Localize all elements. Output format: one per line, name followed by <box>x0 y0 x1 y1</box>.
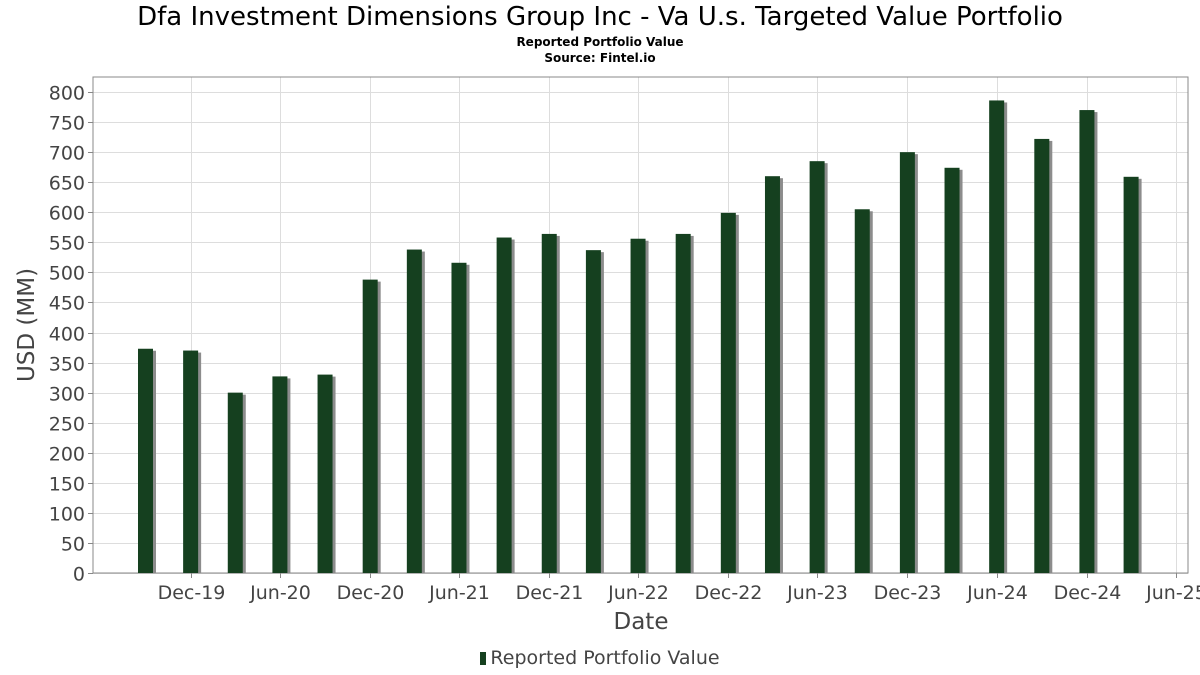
chart-subtitle: Reported Portfolio Value <box>516 35 684 49</box>
y-tick-label: 250 <box>49 414 85 436</box>
bar <box>809 161 825 574</box>
y-tick-label: 700 <box>49 143 85 165</box>
y-tick-label: 800 <box>49 83 85 105</box>
bar <box>183 350 199 573</box>
bar <box>764 176 780 573</box>
x-tick-label: Jun-24 <box>966 582 1028 604</box>
y-tick-label: 200 <box>49 444 85 466</box>
y-tick-label: 400 <box>49 324 85 346</box>
x-tick-label: Jun-23 <box>786 582 848 604</box>
bar <box>496 237 512 574</box>
bar <box>854 209 870 573</box>
x-tick-label: Dec-22 <box>695 582 763 604</box>
bar <box>137 348 153 573</box>
y-tick-label: 450 <box>49 293 85 315</box>
x-tick-label: Jun-25 <box>1145 582 1200 604</box>
y-tick-label: 300 <box>49 384 85 406</box>
bars <box>137 100 1142 574</box>
bar <box>541 233 557 573</box>
bar <box>675 233 691 573</box>
legend-label: Reported Portfolio Value <box>490 647 720 669</box>
bar <box>585 250 601 573</box>
bar <box>630 238 646 573</box>
bar <box>1079 110 1095 574</box>
y-tick-label: 0 <box>73 564 85 586</box>
y-tick-label: 50 <box>61 534 85 556</box>
x-axis-title: Date <box>614 609 669 635</box>
chart-title: Dfa Investment Dimensions Group Inc - Va… <box>137 2 1063 32</box>
chart-source: Source: Fintel.io <box>544 51 656 65</box>
y-tick-label: 750 <box>49 113 85 135</box>
bar <box>406 249 422 573</box>
y-tick-label: 650 <box>49 173 85 195</box>
x-tick-label: Dec-19 <box>158 582 226 604</box>
bar <box>1123 176 1139 573</box>
axes: 0 50 100 150 200 250 300 350 400 450 500 550 600 650 7… <box>49 83 1200 605</box>
y-tick-label: 550 <box>49 233 85 255</box>
bar <box>362 279 378 573</box>
y-tick-label: 600 <box>49 203 85 225</box>
y-tick-label: 100 <box>49 504 85 526</box>
y-tick-label: 350 <box>49 354 85 376</box>
y-axis-title: USD (MM) <box>14 268 40 382</box>
bar <box>989 100 1005 574</box>
x-tick-label: Dec-23 <box>874 582 942 604</box>
x-tick-label: Jun-21 <box>428 582 490 604</box>
legend-swatch <box>480 652 487 665</box>
bar <box>944 167 960 574</box>
bar <box>317 374 333 573</box>
x-tick-label: Dec-21 <box>516 582 584 604</box>
y-tick-label: 150 <box>49 474 85 496</box>
x-tick-label: Dec-24 <box>1054 582 1122 604</box>
bar <box>720 212 736 573</box>
x-tick-label: Jun-20 <box>249 582 311 604</box>
y-tick-label: 500 <box>49 263 85 285</box>
x-tick-label: Dec-20 <box>337 582 405 604</box>
bar <box>272 376 288 573</box>
bar <box>1034 138 1050 573</box>
bar <box>227 392 243 573</box>
legend: Reported Portfolio Value <box>0 647 1200 669</box>
x-tick-label: Jun-22 <box>607 582 669 604</box>
bar <box>451 262 467 573</box>
bar <box>899 152 915 573</box>
